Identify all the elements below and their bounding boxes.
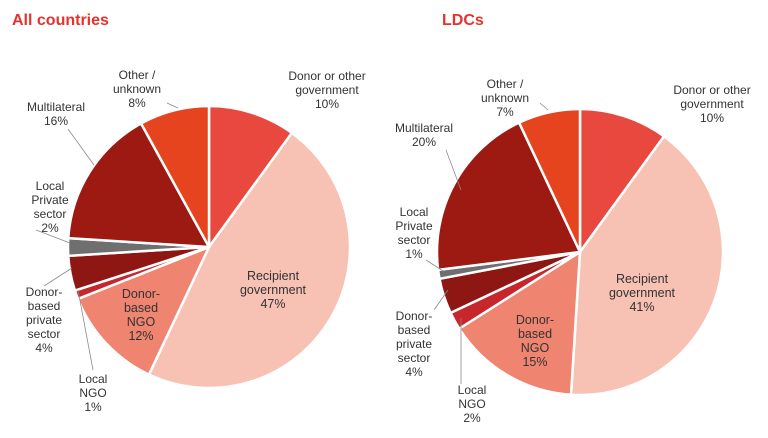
- ldc-label-line: unknown: [481, 91, 529, 105]
- all-label-line: Donor-: [122, 287, 160, 301]
- ldc-label-donor-based-ngo: Donor-based NGO 15%: [516, 313, 554, 369]
- ldc-label-line: 7%: [496, 105, 514, 119]
- ldc-leader-local-private-sector: [425, 259, 444, 272]
- all-label-donor-based-private-sector: Donor-based private sector 4%: [26, 285, 63, 355]
- all-label-line: 2%: [41, 221, 59, 235]
- ldc-label-line: Multilateral: [395, 121, 453, 135]
- all-leader-multilateral: [67, 128, 95, 166]
- ldc-label-line: 2%: [463, 411, 481, 425]
- ldc-slice-donor-or-other-government: [578, 107, 666, 254]
- ldc-slice-other-unknown: [517, 107, 582, 254]
- ldc-label-line: Donor-: [516, 313, 554, 327]
- all-leader-other-unknown: [166, 102, 179, 109]
- all-label-line: Local: [79, 372, 108, 386]
- all-label-line: Local: [36, 179, 65, 193]
- ldc-leader-multilateral: [445, 149, 462, 191]
- ldc-label-line: private: [396, 337, 432, 351]
- all-slice-recipient-government: [147, 131, 352, 390]
- ldc-label-line: 10%: [700, 111, 724, 125]
- ldc-label-local-private-sector: Local Private sector 1%: [395, 205, 433, 261]
- all-label-line: 12%: [128, 329, 153, 343]
- ldc-label-line: 4%: [405, 365, 423, 379]
- chart-title-ldcs: LDCs: [442, 12, 484, 29]
- all-label-line: Private: [31, 193, 69, 207]
- chart-title-all-countries: All countries: [12, 12, 109, 29]
- ldc-leader-other-unknown: [539, 102, 549, 111]
- all-slice-donor-or-other-government: [207, 104, 294, 249]
- all-label-line: Multilateral: [27, 100, 85, 114]
- ldc-label-line: government: [609, 286, 676, 300]
- ldc-label-donor-based-private-sector: Donor-based private sector 4%: [396, 309, 433, 379]
- ldc-label-donor-or-other-government: Donor or other government 10%: [673, 83, 750, 125]
- all-label-line: NGO: [79, 386, 106, 400]
- all-label-line: private: [26, 313, 62, 327]
- ldc-label-line: government: [680, 97, 744, 111]
- all-label-other-unknown: Other / unknown 8%: [113, 68, 161, 110]
- all-label-line: 8%: [128, 96, 146, 110]
- ldc-label-line: 41%: [629, 300, 654, 314]
- ldc-label-line: Donor or other: [673, 83, 750, 97]
- ldc-label-line: sector: [398, 233, 431, 247]
- all-leader-donor-based-private-sector: [43, 267, 73, 287]
- ldc-slice-donor-based-ngo: [458, 250, 582, 396]
- all-label-line: Recipient: [247, 269, 300, 283]
- ldc-label-line: 1%: [405, 247, 423, 261]
- ldc-label-line: Private: [395, 219, 433, 233]
- all-label-line: sector: [34, 207, 67, 221]
- all-label-line: unknown: [113, 82, 161, 96]
- all-label-donor-based-ngo: Donor-based NGO 12%: [122, 287, 160, 343]
- ldc-label-line: Local: [458, 383, 487, 397]
- all-label-line: NGO: [127, 315, 156, 329]
- all-leader-local-ngo: [77, 289, 94, 371]
- all-label-line: based: [124, 301, 158, 315]
- ldc-label-line: Other /: [487, 77, 524, 91]
- ldc-label-line: Donor-: [396, 309, 433, 323]
- all-label-local-private-sector: Local Private sector 2%: [31, 179, 69, 235]
- ldc-slice-recipient-government: [569, 135, 725, 397]
- all-label-multilateral: Multilateral 16%: [27, 100, 85, 128]
- ldc-slice-multilateral: [435, 121, 582, 272]
- ldc-label-line: Recipient: [616, 272, 669, 286]
- all-label-line: Donor-: [26, 285, 63, 299]
- ldc-label-line: based: [518, 327, 552, 341]
- ldc-label-line: NGO: [458, 397, 485, 411]
- ldc-label-line: 20%: [412, 135, 436, 149]
- ldc-label-other-unknown: Other / unknown 7%: [481, 77, 529, 119]
- all-label-line: government: [295, 83, 359, 97]
- all-slice-other-unknown: [139, 104, 211, 249]
- all-label-line: 16%: [44, 114, 68, 128]
- ldc-label-line: sector: [398, 351, 431, 365]
- all-label-line: 47%: [260, 297, 285, 311]
- all-label-local-ngo: Local NGO 1%: [79, 372, 108, 414]
- ldc-leader-donor-based-private-sector: [433, 289, 449, 311]
- all-label-line: sector: [28, 327, 61, 341]
- all-label-line: government: [240, 283, 307, 297]
- all-label-recipient-government: Recipient government 47%: [240, 269, 307, 311]
- all-label-line: Other /: [119, 68, 156, 82]
- ldc-label-multilateral: Multilateral 20%: [395, 121, 453, 149]
- all-slice-donor-based-ngo: [76, 245, 211, 376]
- ldc-label-local-ngo: Local NGO 2%: [458, 383, 487, 425]
- all-label-line: 4%: [35, 341, 53, 355]
- ldc-label-line: NGO: [521, 341, 550, 355]
- all-label-line: based: [28, 299, 61, 313]
- all-label-line: Donor or other: [288, 69, 365, 83]
- all-label-line: 10%: [315, 97, 339, 111]
- all-label-line: 1%: [84, 400, 102, 414]
- all-label-donor-or-other-government: Donor or other government 10%: [288, 69, 365, 111]
- ldc-label-line: based: [398, 323, 431, 337]
- ldc-label-line: Local: [400, 205, 429, 219]
- all-slice-multilateral: [67, 122, 211, 249]
- ldc-label-recipient-government: Recipient government 41%: [609, 272, 676, 314]
- all-leader-local-private-sector: [35, 229, 71, 244]
- ldc-label-line: 15%: [522, 355, 547, 369]
